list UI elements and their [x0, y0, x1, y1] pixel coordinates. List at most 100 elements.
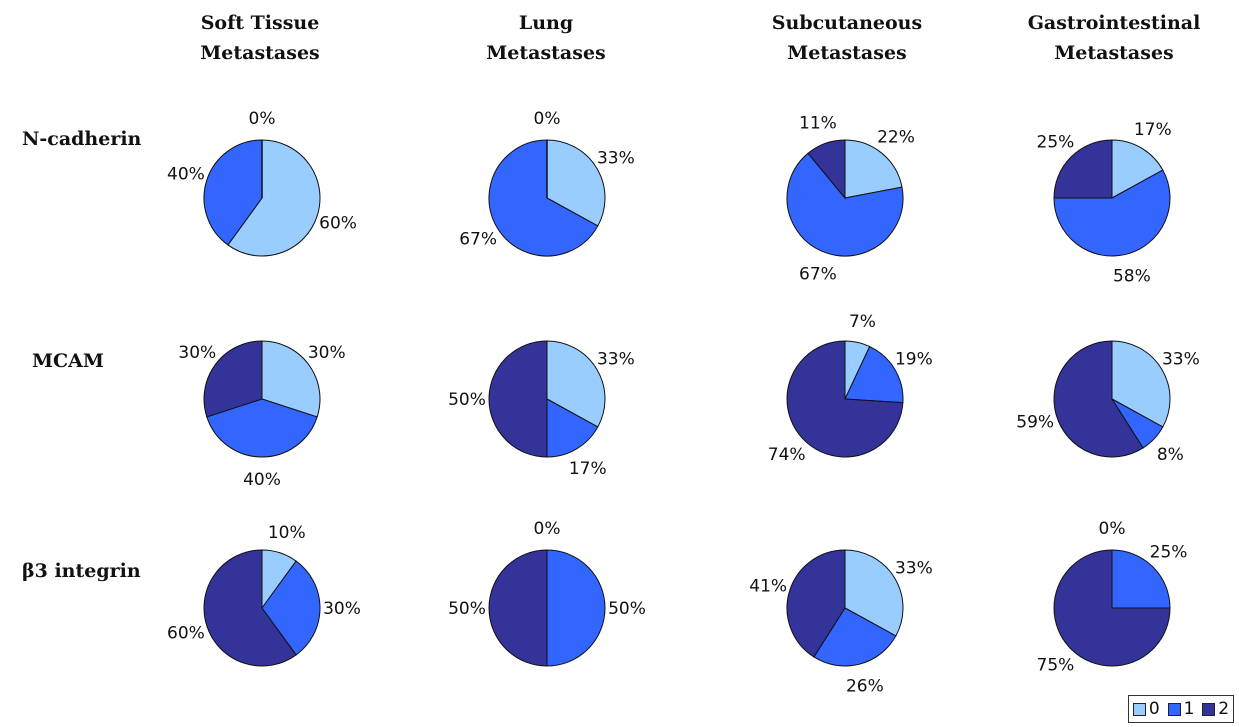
pie-data-label: 59% [1016, 412, 1054, 432]
column-title-line1: Soft Tissue [200, 12, 320, 34]
pie-slice-2 [786, 549, 846, 658]
pie-data-label: 25% [1037, 132, 1075, 152]
pie-slice-0 [844, 139, 903, 199]
pie-slice-1 [206, 398, 318, 458]
pie-slice-1 [844, 345, 904, 404]
pie-data-label: 67% [799, 264, 837, 284]
pie-data-label: 33% [895, 558, 933, 578]
legend-label: 2 [1218, 699, 1230, 719]
legend-item-0: 0 [1132, 699, 1160, 719]
pie-slice-2 [1053, 549, 1171, 667]
pie-data-label: 26% [846, 676, 884, 696]
pie-slice-1 [261, 560, 321, 656]
pie-data-label: 17% [1134, 120, 1172, 140]
legend-item-2: 2 [1202, 699, 1229, 719]
pie-slice-2 [786, 340, 904, 458]
pie-slice-1 [813, 607, 897, 667]
row-title-b3-integrin: β3 integrin [22, 560, 141, 582]
pie-data-label: 67% [459, 230, 497, 250]
column-title-line2: Metastases [200, 42, 320, 64]
pie-slice-0 [546, 340, 606, 428]
legend: 0 1 2 [1128, 695, 1234, 723]
pie-b3-integrin-gastrointestinal: 0% 25% 75% [1037, 519, 1188, 676]
pie-data-label: 22% [877, 127, 915, 147]
pie-n-cadherin-subcutaneous: 22% 67% 11% [786, 114, 915, 284]
pie-n-cadherin-lung: 33% 67% 0% [459, 109, 635, 257]
pie-slice-2 [1053, 340, 1144, 458]
pie-data-label: 50% [448, 390, 486, 410]
pie-data-label: 30% [323, 599, 361, 619]
pie-slice-1 [546, 398, 599, 458]
pie-data-label: 74% [768, 445, 806, 465]
pie-data-label: 33% [597, 148, 635, 168]
pie-data-label: 33% [597, 349, 635, 369]
row-title-mcam: MCAM [32, 350, 104, 372]
pie-slice-1 [488, 139, 599, 257]
pie-slice-1 [203, 139, 263, 246]
pie-data-label: 17% [569, 459, 607, 479]
pie-slice-2 [807, 139, 846, 200]
row-title-n-cadherin: N-cadherin [22, 128, 142, 150]
pie-slice-0 [844, 549, 904, 637]
legend-label: 0 [1148, 699, 1160, 719]
pie-slice-1 [1111, 549, 1171, 609]
pie-slice-0 [1111, 139, 1164, 199]
pie-mcam-gastrointestinal: 33% 8% 59% [1016, 340, 1200, 465]
column-title-line2: Metastases [787, 42, 907, 64]
pie-data-label: 33% [1162, 349, 1200, 369]
pie-data-label: 0% [1099, 519, 1126, 539]
column-title-soft-tissue: Soft Tissue Metastases [150, 8, 370, 68]
legend-swatch [1132, 702, 1146, 716]
pie-data-label: 19% [895, 349, 933, 369]
pie-slice-1 [1053, 169, 1171, 257]
column-title-line2: Metastases [1054, 42, 1174, 64]
pie-data-label: 30% [308, 343, 346, 363]
pie-data-label: 7% [849, 312, 876, 332]
pie-mcam-soft-tissue: 30% 40% 30% [178, 340, 346, 490]
pie-data-label: 0% [249, 109, 276, 129]
legend-label: 1 [1183, 699, 1195, 719]
pie-data-label: 50% [608, 599, 646, 619]
pie-slice-0 [261, 340, 321, 418]
pie-slice-2 [488, 340, 548, 458]
pie-data-label: 8% [1157, 445, 1184, 465]
pie-data-label: 60% [167, 624, 205, 644]
pie-data-label: 40% [243, 470, 281, 490]
pie-data-label: 50% [448, 599, 486, 619]
pie-data-label: 11% [799, 114, 837, 134]
pie-data-label: 30% [178, 343, 216, 363]
pie-slice-1 [546, 549, 606, 667]
pie-b3-integrin-lung: 0% 50% 50% [448, 519, 646, 667]
pie-data-label: 0% [534, 519, 561, 539]
pie-mcam-lung: 33% 17% 50% [448, 340, 635, 479]
pie-data-label: 25% [1150, 542, 1188, 562]
pie-b3-integrin-subcutaneous: 33% 26% 41% [749, 549, 933, 696]
pie-slice-2 [203, 340, 263, 418]
column-title-line1: Lung [518, 12, 574, 34]
legend-swatch [1202, 702, 1216, 716]
column-title-line2: Metastases [486, 42, 606, 64]
pie-slice-0 [546, 139, 606, 227]
pie-mcam-subcutaneous: 7% 19% 74% [768, 312, 933, 465]
pie-data-label: 75% [1037, 656, 1075, 676]
legend-item-1: 1 [1167, 699, 1195, 719]
pie-slice-0 [227, 139, 321, 257]
pie-slice-2 [203, 549, 297, 667]
column-title-lung: Lung Metastases [436, 8, 656, 68]
column-title-gastrointestinal: Gastrointestinal Metastases [1004, 8, 1224, 68]
pie-b3-integrin-soft-tissue: 10% 30% 60% [167, 523, 361, 667]
pie-slice-1 [786, 152, 904, 257]
pie-slice-2 [488, 549, 548, 667]
pie-slice-2 [1053, 139, 1113, 199]
pie-n-cadherin-soft-tissue: 60% 40% 0% [167, 109, 357, 257]
pie-data-label: 58% [1113, 266, 1151, 286]
pie-slice-0 [1111, 340, 1171, 428]
pie-data-label: 41% [749, 577, 787, 597]
column-title-line1: Gastrointestinal [1027, 12, 1201, 34]
column-title-subcutaneous: Subcutaneous Metastases [737, 8, 957, 68]
pie-data-label: 40% [167, 164, 205, 184]
column-title-line1: Subcutaneous [771, 12, 923, 34]
pie-data-label: 10% [268, 523, 306, 543]
